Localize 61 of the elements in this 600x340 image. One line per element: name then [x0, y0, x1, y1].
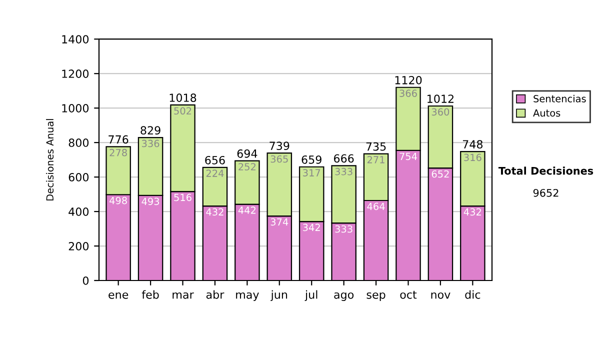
data-label: 498: [110, 196, 127, 204]
total-label: 666: [334, 154, 354, 163]
data-label: 366: [400, 90, 417, 97]
data-label: 360: [432, 108, 450, 116]
x-tick-label: feb: [142, 290, 159, 299]
data-label: 442: [238, 206, 256, 214]
data-label: 516: [174, 194, 192, 202]
text: 9652: [533, 188, 558, 197]
y-tick-label: 1400: [62, 35, 89, 44]
data-label: 502: [174, 107, 192, 115]
x-tick-label: abr: [206, 290, 224, 299]
total-label: 776: [108, 135, 128, 144]
data-label: 317: [303, 169, 320, 176]
data-label: 432: [206, 208, 224, 216]
x-tick-label: ago: [334, 292, 354, 301]
x-tick-label: jul: [304, 290, 318, 301]
data-label: 278: [110, 148, 127, 156]
y-tick-label: 800: [68, 138, 89, 147]
legend-label: Autos: [533, 109, 560, 117]
data-label: 464: [367, 202, 385, 210]
data-label: 316: [464, 154, 482, 162]
total-label: 829: [140, 126, 160, 135]
y-tick-label: 0: [82, 276, 89, 285]
data-label: 333: [335, 225, 352, 233]
total-label: 739: [270, 142, 290, 150]
data-label: 365: [270, 155, 288, 163]
x-tick-label: jun: [270, 290, 288, 301]
x-tick-label: may: [236, 292, 259, 301]
x-tick-label: nov: [431, 292, 450, 299]
data-label: 271: [367, 156, 384, 164]
total-label: 694: [237, 149, 258, 158]
y-axis-title: Decisiones Anual: [46, 119, 54, 200]
total-label: 659: [302, 155, 322, 164]
y-tick-label: 1000: [62, 104, 89, 112]
data-label: 493: [142, 198, 160, 206]
y-tick-label: 400: [68, 208, 89, 216]
legend-label: Sentencias: [534, 94, 586, 102]
x-tick-label: oct: [400, 290, 417, 299]
data-label: 432: [464, 208, 481, 216]
total-label: 1120: [395, 76, 422, 84]
y-tick-label: 1200: [62, 70, 89, 78]
total-label: 735: [366, 142, 386, 151]
data-label: 333: [335, 168, 352, 176]
total-label: 748: [462, 140, 483, 149]
y-tick-label: 200: [68, 242, 89, 250]
data-label: 224: [206, 170, 224, 177]
total-label: 656: [205, 156, 225, 164]
total-label: 1018: [170, 94, 196, 102]
data-label: 652: [432, 170, 449, 178]
x-tick-label: ene: [108, 292, 128, 299]
data-label: 336: [142, 140, 160, 148]
x-tick-label: mar: [172, 292, 194, 299]
total-label: 1012: [428, 94, 454, 103]
data-label: 342: [303, 224, 320, 232]
y-tick-label: 600: [68, 173, 89, 182]
data-label: 252: [238, 163, 256, 170]
data-label: 374: [270, 218, 288, 226]
x-tick-label: dic: [465, 290, 480, 299]
text: Total Decisiones: [498, 166, 594, 175]
x-tick-label: sep: [366, 292, 386, 301]
data-label: 754: [400, 152, 417, 160]
